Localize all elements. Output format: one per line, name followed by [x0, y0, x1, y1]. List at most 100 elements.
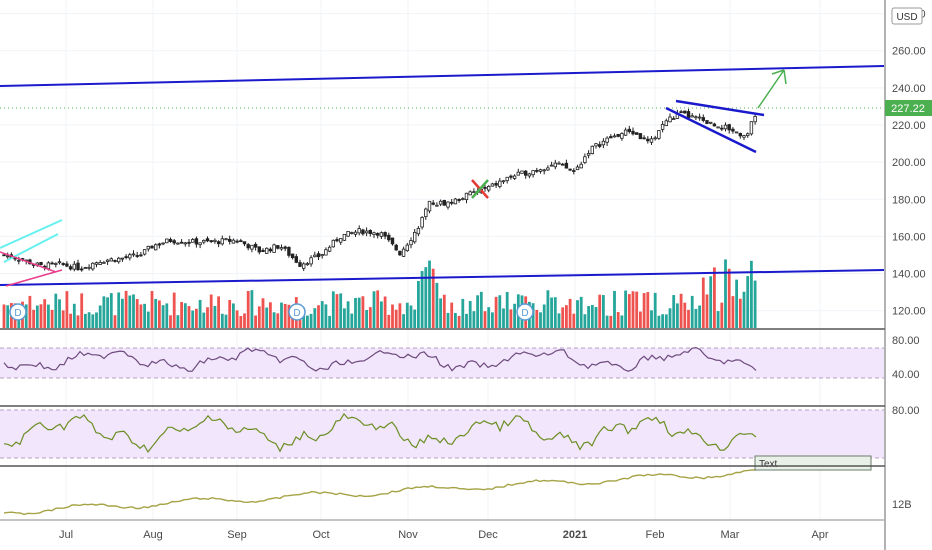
dividend-marker[interactable]: D [288, 303, 306, 321]
volume-bar [457, 315, 461, 328]
wedge-upper-line[interactable] [675, 99, 765, 117]
price-axis-tick: 240.00 [892, 83, 926, 95]
wedge-lower-line[interactable] [665, 106, 757, 154]
upper-channel-trendline[interactable] [0, 65, 885, 87]
candlestick [631, 127, 635, 136]
volume-bar [639, 311, 642, 328]
dividend-marker[interactable]: D [9, 303, 27, 321]
dividend-marker-label: D [521, 308, 528, 319]
volume-bar [742, 291, 746, 328]
volume-bar [646, 292, 650, 328]
candlestick [2, 254, 6, 257]
projection-arrow[interactable] [757, 69, 787, 109]
volume-bar [568, 298, 572, 328]
volume-bar [676, 303, 679, 328]
volume-bar [213, 306, 217, 328]
volume-bar [724, 259, 727, 328]
candlestick [165, 238, 169, 244]
cross-marker[interactable] [471, 179, 489, 199]
volume-bar [24, 304, 28, 328]
candlestick [283, 245, 287, 252]
candlestick [150, 245, 154, 249]
text-annotation[interactable]: Text [754, 455, 872, 471]
candlestick [202, 239, 206, 245]
volume-bar [690, 295, 694, 328]
volume-bar [328, 315, 331, 328]
current-price-label: 227.22 [891, 103, 925, 115]
price-axis-tick: 200.00 [892, 157, 926, 169]
candlestick [742, 134, 746, 141]
volume-bar [557, 313, 561, 328]
candlestick [179, 239, 184, 244]
volume-bar [339, 293, 343, 328]
volume-bar [509, 309, 513, 328]
osc-axis-tick: 80.00 [892, 405, 920, 417]
volume-bar [561, 307, 565, 328]
volume-bar [80, 293, 84, 328]
time-axis-label: Mar [721, 529, 740, 541]
candlestick [379, 231, 384, 239]
volume-bar [631, 291, 635, 328]
candlestick [342, 233, 347, 242]
candlestick [91, 262, 95, 271]
candlestick [490, 182, 495, 187]
candlestick [375, 232, 380, 239]
volume-bar [635, 291, 639, 328]
volume-axis-tick: 12B [892, 499, 912, 511]
volume-bar [709, 276, 713, 328]
candlestick [324, 247, 328, 256]
volume-bar [720, 302, 724, 328]
time-axis-label: Jul [59, 529, 73, 541]
volume-bar [417, 280, 420, 328]
candlestick [442, 199, 446, 206]
volume-bar [368, 307, 372, 328]
volume-bar [224, 314, 228, 328]
volume-bar [43, 299, 47, 328]
price-axis-tick: 260.00 [892, 46, 926, 58]
volume-bar [76, 315, 80, 328]
volume-bar [161, 305, 165, 328]
volume-bar [187, 306, 191, 328]
candlestick [549, 161, 554, 167]
candlestick [512, 174, 517, 181]
candlestick [405, 242, 409, 252]
time-axis[interactable]: Jul Aug Sep Oct Nov Dec 2021 Feb Mar Apr [59, 529, 829, 541]
volume-bar [446, 312, 450, 328]
volume-bar [217, 296, 220, 328]
currency-badge[interactable]: USD [891, 7, 923, 25]
candlestick [387, 232, 391, 243]
cyan-trendline-1[interactable] [0, 219, 63, 249]
volume-bar [6, 305, 10, 328]
candlestick [128, 252, 132, 261]
candlestick [194, 236, 199, 248]
dividend-marker[interactable]: D [516, 303, 534, 321]
volume-bar [69, 313, 72, 328]
candlestick [546, 165, 550, 171]
candlestick [579, 161, 583, 169]
pink-trendline-2[interactable] [5, 269, 63, 287]
volume-bar [664, 314, 668, 328]
volume-bar [261, 298, 265, 328]
volume-bar [113, 315, 117, 328]
volume-bar [150, 291, 154, 328]
volume-bar [202, 312, 206, 328]
lower-channel-trendline[interactable] [0, 269, 885, 286]
volume-line-pane[interactable] [0, 468, 884, 520]
volume-bar [428, 260, 431, 328]
volume-bar [372, 291, 376, 328]
volume-bar [398, 303, 402, 328]
volume-bar [257, 306, 261, 328]
volume-bar [468, 300, 472, 328]
rsi-axis-tick: 40.00 [892, 369, 920, 381]
volume-bar [731, 296, 735, 328]
volume-bar [121, 298, 124, 328]
volume-bar [672, 295, 676, 328]
price-axis[interactable] [885, 0, 932, 550]
volume-bar [602, 295, 605, 328]
pink-trendline-1[interactable] [0, 251, 57, 273]
candlestick [520, 170, 524, 174]
volume-bar [198, 299, 202, 328]
volume-bar [2, 304, 6, 328]
candlestick [272, 243, 276, 253]
